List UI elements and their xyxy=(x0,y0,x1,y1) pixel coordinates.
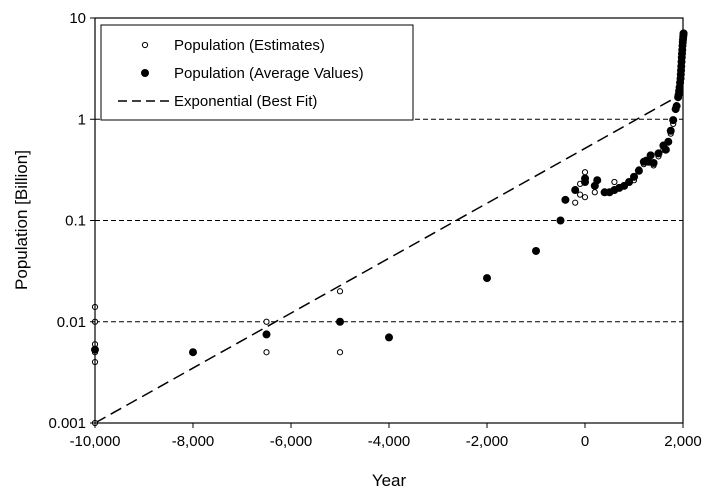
y-tick-label: 0.001 xyxy=(48,415,86,432)
point-average xyxy=(654,149,663,158)
y-tick-label: 10 xyxy=(69,10,86,27)
fit-line-group xyxy=(94,92,684,424)
x-tick-label: -2,000 xyxy=(466,433,509,450)
x-tick-label: -8,000 xyxy=(172,433,215,450)
point-average xyxy=(666,126,675,135)
point-estimate xyxy=(581,169,589,176)
point-average xyxy=(664,137,673,146)
point-average xyxy=(672,102,681,111)
point-estimate xyxy=(581,194,589,201)
point-average xyxy=(336,317,344,326)
point-average xyxy=(483,274,491,283)
x-tick-label: 2,000 xyxy=(664,433,702,450)
point-estimate xyxy=(263,349,270,356)
y-tick-label: 0.01 xyxy=(57,314,86,331)
point-average xyxy=(581,174,590,183)
point-estimate xyxy=(591,189,598,196)
x-axis: -10,000 -8,000 -6,000 -4,000 -2,000 0 2,000 xyxy=(70,423,702,450)
legend-marker-estimates xyxy=(141,41,149,49)
point-average xyxy=(646,151,655,160)
y-tick-label: 0.1 xyxy=(65,213,86,230)
point-average xyxy=(625,178,634,187)
legend-box xyxy=(100,24,414,121)
point-average xyxy=(634,166,643,175)
fit-line xyxy=(94,92,684,424)
legend-label-average: Population (Average Values) xyxy=(174,65,364,82)
y-axis-title: Population [Billion] xyxy=(12,150,31,290)
gridlines xyxy=(95,118,683,323)
x-tick-label: -4,000 xyxy=(368,433,411,450)
legend-label-estimates: Population (Estimates) xyxy=(174,37,325,54)
point-estimate xyxy=(263,318,270,325)
y-axis: 0.001 0.01 0.1 1 10 xyxy=(48,10,95,432)
point-average xyxy=(262,330,271,339)
point-average xyxy=(556,216,565,225)
point-average xyxy=(532,246,540,255)
point-average xyxy=(385,333,393,342)
x-tick-label: 0 xyxy=(581,433,589,450)
legend: Population (Estimates) Population (Avera… xyxy=(100,24,414,121)
point-estimate xyxy=(577,191,584,198)
point-average xyxy=(669,116,678,125)
y-tick-label: 1 xyxy=(78,111,86,128)
point-average xyxy=(661,145,670,154)
point-average xyxy=(630,172,638,181)
x-tick-label: -10,000 xyxy=(70,433,121,450)
x-tick-label: -6,000 xyxy=(270,433,313,450)
point-estimate xyxy=(336,349,344,356)
point-average xyxy=(189,348,197,357)
data-points xyxy=(91,29,688,427)
point-estimate xyxy=(611,178,618,186)
point-average xyxy=(593,176,602,185)
point-average xyxy=(571,186,580,195)
legend-label-fit: Exponential (Best Fit) xyxy=(174,93,317,110)
point-estimate xyxy=(336,288,344,295)
point-average xyxy=(649,158,658,167)
point-estimate xyxy=(572,199,579,206)
x-axis-title: Year xyxy=(372,471,407,490)
point-average xyxy=(561,195,570,204)
legend-marker-average xyxy=(141,69,149,77)
